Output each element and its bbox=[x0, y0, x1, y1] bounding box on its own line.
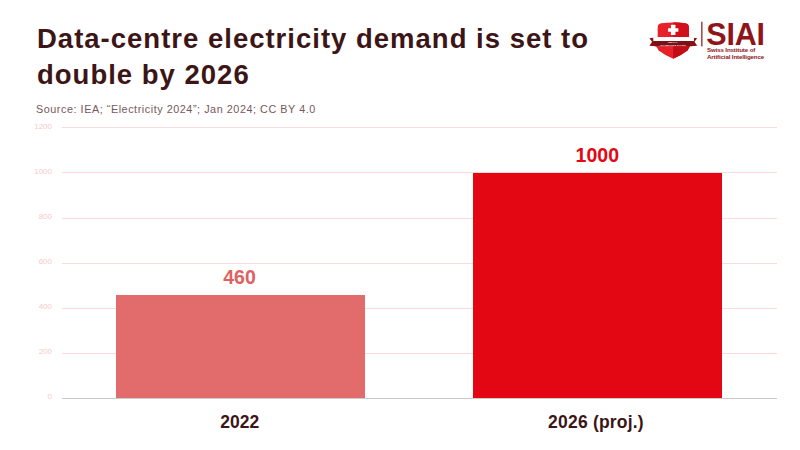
svg-text:MEDICAL: MEDICAL bbox=[668, 41, 678, 43]
